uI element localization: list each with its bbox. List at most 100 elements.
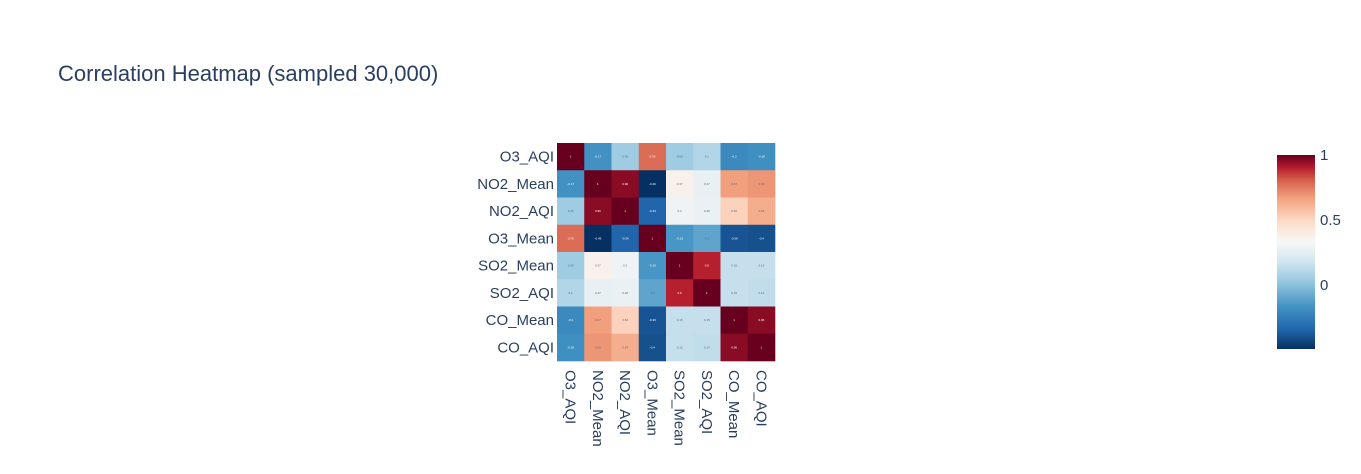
heatmap-cell (720, 333, 749, 362)
heatmap-cell (611, 279, 640, 307)
heatmap-cell-label: -0.39 (649, 318, 656, 322)
heatmap-cell-label: 0.15 (758, 264, 764, 268)
heatmap-cell-label: 0.15 (731, 291, 737, 295)
heatmap-cell (611, 224, 640, 253)
heatmap-cell-label: 0.14 (704, 345, 710, 349)
heatmap-cell (557, 143, 585, 171)
heatmap-cell (693, 252, 721, 280)
heatmap-cell-label: 0.15 (704, 318, 710, 322)
heatmap-cell (747, 333, 776, 362)
heatmap-cell (666, 170, 694, 198)
heatmap-cell (720, 224, 749, 253)
x-tick-label: SO2_AQI (698, 370, 715, 434)
heatmap-cell-label: 0.27 (704, 182, 710, 186)
heatmap-cell-label: 0.63 (758, 209, 764, 213)
heatmap-cell-label: 1 (733, 318, 735, 322)
y-tick-label: SO2_Mean (478, 258, 554, 275)
heatmap-cell (747, 224, 776, 253)
heatmap-cell-label: 0.67 (731, 182, 737, 186)
x-axis-ticks: O3_AQI NO2_Mean NO2_AQI O3_Mean SO2_Mean SO2_… (562, 370, 770, 447)
heatmap-cell (666, 279, 694, 307)
heatmap-cell-label: 0.05 (677, 155, 683, 159)
heatmap-cell-label: -0.2 (732, 155, 738, 159)
heatmap-cell (666, 224, 694, 253)
heatmap-cell (693, 197, 721, 226)
heatmap-cell-label: -0.1 (650, 291, 656, 295)
y-tick-label: NO2_Mean (477, 176, 554, 193)
heatmap-cell (638, 224, 667, 253)
heatmap-cell-label: 0.63 (622, 345, 628, 349)
heatmap-cell (638, 170, 667, 198)
x-tick-label: CO_AQI (752, 370, 769, 427)
colorbar-gradient (1277, 155, 1315, 349)
heatmap-cell-label: 0.14 (758, 291, 764, 295)
heatmap-cell (666, 252, 694, 280)
heatmap-cell (584, 170, 612, 198)
heatmap-cell-label: 0.05 (568, 264, 574, 268)
heatmap-cell-label: -0.4 (650, 345, 656, 349)
heatmap-cell (611, 306, 640, 335)
heatmap-cell (638, 333, 667, 362)
heatmap-cell (666, 333, 694, 362)
heatmap-cell (611, 333, 640, 362)
y-tick-label: CO_Mean (486, 312, 554, 329)
heatmap-cell-label: 0.05 (568, 209, 574, 213)
heatmap-cell-label: 0.96 (758, 318, 764, 322)
heatmap-cell-label: 0.96 (731, 345, 737, 349)
heatmap-cell (557, 252, 585, 280)
heatmap-cell-label: 0.9 (705, 264, 710, 268)
heatmap-cell-label: -0.2 (568, 318, 574, 322)
colorbar: 10.50 (1277, 147, 1341, 349)
heatmap-cell-label: 0.9 (678, 291, 683, 295)
heatmap-cell-label: 0.15 (677, 345, 683, 349)
x-tick-label: CO_Mean (725, 370, 742, 438)
heatmap-cell-label: 0.37 (595, 264, 601, 268)
heatmap-cell (611, 143, 640, 171)
heatmap-cell-label: 0.28 (704, 209, 710, 213)
heatmap-cell (557, 197, 585, 226)
heatmap-cell-label: 0.52 (622, 318, 628, 322)
heatmap-cell (584, 306, 612, 335)
chart-title: Correlation Heatmap (sampled 30,000) (58, 61, 438, 86)
heatmap-cell (747, 279, 776, 307)
heatmap-cell-label: 0.37 (677, 182, 683, 186)
colorbar-tick-label: 0.5 (1320, 212, 1341, 229)
heatmap-cell (584, 333, 612, 362)
heatmap-cell-label: -0.1 (704, 236, 710, 240)
heatmap-cell (638, 197, 667, 226)
y-tick-label: SO2_AQI (490, 285, 554, 302)
heatmap-cell-label: -0.15 (676, 236, 683, 240)
heatmap-cell-label: 0.27 (595, 291, 601, 295)
heatmap-cell-label: -0.18 (758, 155, 765, 159)
heatmap-cell (611, 170, 640, 198)
heatmap-cell (666, 197, 694, 226)
heatmap-cell (693, 143, 721, 171)
heatmap-cell (584, 197, 612, 226)
heatmap-cell-label: -0.34 (649, 209, 656, 213)
heatmap-cell-label: 0.3 (623, 264, 628, 268)
x-tick-label: O3_Mean (643, 370, 660, 436)
heatmap-cell (720, 279, 749, 307)
colorbar-tick-label: 0 (1320, 277, 1328, 294)
heatmap-cell (747, 252, 776, 280)
heatmap-cell-label: 1 (679, 264, 681, 268)
heatmap-cell (720, 170, 749, 198)
heatmap-cell (557, 224, 585, 253)
heatmap-cell (584, 224, 612, 253)
heatmap-cell-label: -0.18 (567, 345, 574, 349)
heatmap-cell-label: -0.49 (594, 236, 601, 240)
x-tick-label: NO2_Mean (589, 370, 606, 447)
heatmap-cell-label: 0.69 (758, 182, 764, 186)
heatmap-cell (666, 143, 694, 171)
heatmap-cell-label: 0.05 (622, 155, 628, 159)
colorbar-tick-label: 1 (1320, 147, 1328, 164)
heatmap-cell (747, 143, 776, 171)
heatmap-cell (638, 252, 667, 280)
heatmap-cell (557, 306, 585, 335)
heatmap-cells: 1 -0.17 0.05 0.78 0.05 0.1 -0.2 -0.18 -0.17 1 0.96… (557, 143, 776, 362)
heatmap-cell (693, 170, 721, 198)
heatmap-cell (584, 143, 612, 171)
heatmap-cell-label: 1 (652, 236, 654, 240)
heatmap-cell-label: 0.15 (677, 318, 683, 322)
